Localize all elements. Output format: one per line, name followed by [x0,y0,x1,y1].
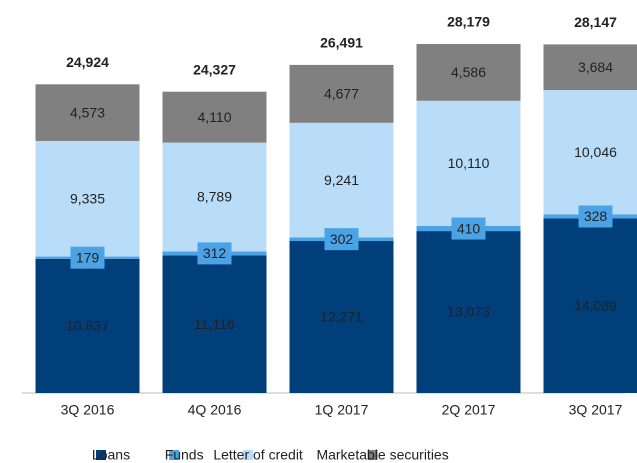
value-label: 9,241 [324,172,359,188]
legend-label: Funds [165,447,204,463]
value-label-box [578,205,613,228]
value-label: 10,046 [574,144,617,160]
x-tick-label: 2Q 2017 [442,402,496,418]
legend-label: Letter of credit [213,447,303,463]
value-label: 3,684 [578,59,613,75]
legend-swatch [243,450,254,460]
bar-segment [543,218,637,393]
total-label: 28,179 [447,14,490,30]
value-label: 312 [203,245,227,261]
value-label-box [70,246,105,269]
value-label: 11,116 [194,316,235,332]
bar-segment [162,255,267,393]
value-label: 14,089 [574,297,617,313]
value-label: 302 [330,231,354,247]
x-tick-label: 3Q 2017 [569,402,623,418]
bar-segment [289,64,394,123]
legend-label: Marketable securities [316,447,448,463]
legend-swatch [96,450,106,460]
bar-segment [416,100,521,227]
value-label: 4,573 [70,104,105,120]
total-label: 24,327 [193,61,236,77]
bar-segment [289,241,394,393]
legend-label: Loans [92,447,130,463]
legend-swatch [367,450,378,460]
bar-segment [543,90,637,215]
value-label: 328 [584,208,608,224]
value-label: 4,586 [451,64,486,80]
bar-segment [35,140,140,257]
x-tick-label: 4Q 2016 [188,402,242,418]
bar-segment [416,231,521,393]
value-label: 9,335 [70,190,105,206]
bar-segment [162,142,267,252]
value-label: 4,677 [324,86,359,102]
total-label: 28,147 [574,14,617,30]
value-label-box [197,242,232,265]
total-label: 26,491 [320,35,363,51]
bar-segment [416,44,521,101]
value-label: 13,073 [447,304,490,320]
legend-swatch [169,450,180,460]
bar-segment [35,258,140,393]
value-label: 10,837 [66,318,109,334]
bar-segment [162,91,267,143]
total-label: 24,924 [66,54,109,70]
value-label: 8,789 [197,189,232,205]
value-label: 179 [76,249,100,265]
value-label: 12,271 [320,309,363,325]
value-label: 4,110 [198,109,232,125]
value-label-box [451,217,486,240]
bar-segment [543,44,637,91]
value-label: 410 [457,220,481,236]
x-tick-label: 3Q 2016 [61,402,115,418]
value-label-box [324,228,359,251]
bar-segment [289,122,394,238]
value-label: 10,110 [448,155,490,171]
bar-segment [35,84,140,141]
x-tick-label: 1Q 2017 [315,402,369,418]
